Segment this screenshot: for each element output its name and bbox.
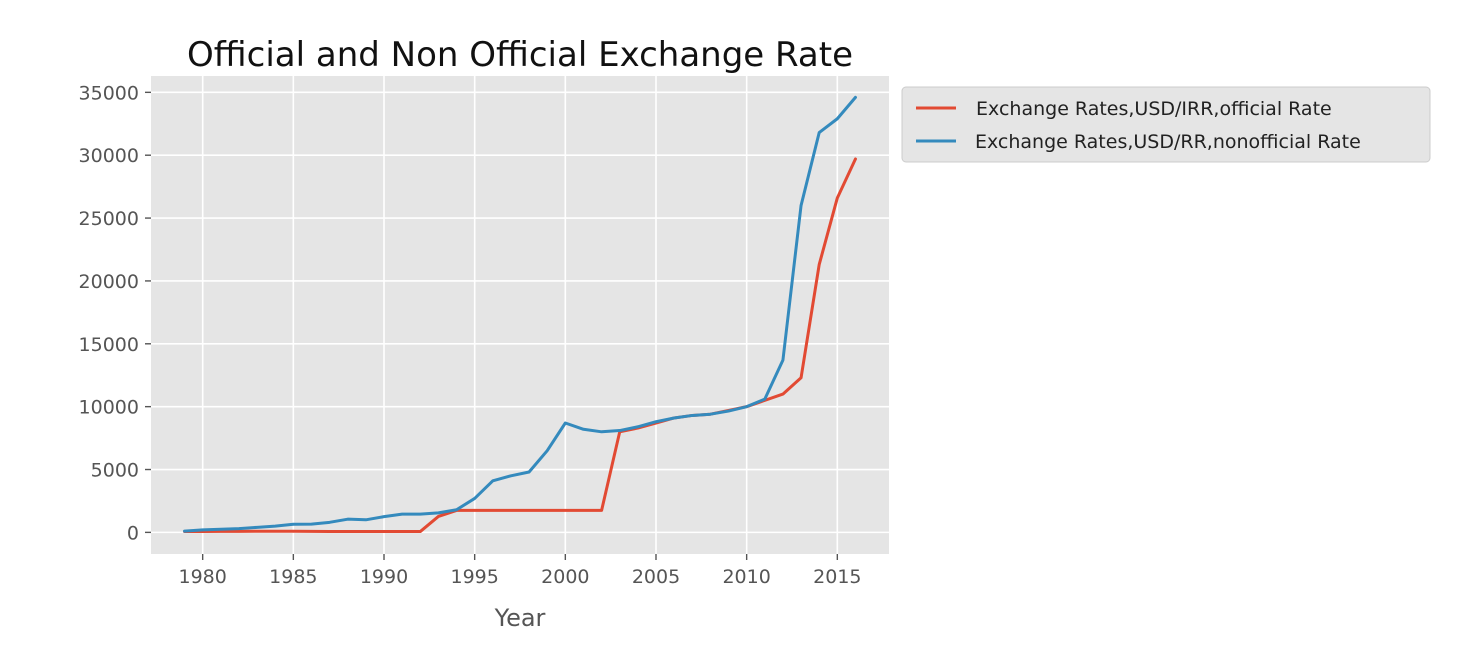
x-tick-label: 2000 xyxy=(541,566,589,588)
plot-area xyxy=(151,76,889,554)
x-tick-label: 2010 xyxy=(722,566,770,588)
x-tick-label: 1990 xyxy=(360,566,408,588)
y-tick-label: 30000 xyxy=(79,145,139,167)
series-line-nonofficial xyxy=(183,95,857,533)
y-tick-label: 10000 xyxy=(79,397,139,419)
y-tick-label: 20000 xyxy=(79,271,139,293)
x-tick-label: 2015 xyxy=(813,566,861,588)
x-tick-label: 2005 xyxy=(632,566,680,588)
y-tick-label: 35000 xyxy=(79,82,139,104)
legend: Exchange Rates,USD/IRR,official Rate Exc… xyxy=(901,86,1431,163)
legend-label-nonofficial: Exchange Rates,USD/RR,nonofficial Rate xyxy=(975,131,1361,153)
y-tick-label: 0 xyxy=(127,522,139,544)
legend-box xyxy=(901,86,1431,163)
y-tick-label: 5000 xyxy=(91,460,139,482)
y-tick-label: 25000 xyxy=(79,208,139,230)
y-tick-label: 15000 xyxy=(79,334,139,356)
x-tick-label: 1980 xyxy=(178,566,226,588)
legend-label-official: Exchange Rates,USD/IRR,official Rate xyxy=(970,98,1332,120)
chart-title: Official and Non Official Exchange Rate xyxy=(187,35,853,75)
x-tick-label: 1985 xyxy=(269,566,317,588)
x-axis-ticks: 1980 1985 1990 1995 2000 2005 2010 2015 xyxy=(178,554,862,588)
y-axis-ticks: 0 5000 10000 15000 20000 25000 30000 35000 xyxy=(79,82,151,544)
grid xyxy=(151,76,889,554)
series-lines xyxy=(183,95,857,534)
x-tick-label: 1995 xyxy=(450,566,498,588)
x-axis-title: Year xyxy=(494,604,546,632)
